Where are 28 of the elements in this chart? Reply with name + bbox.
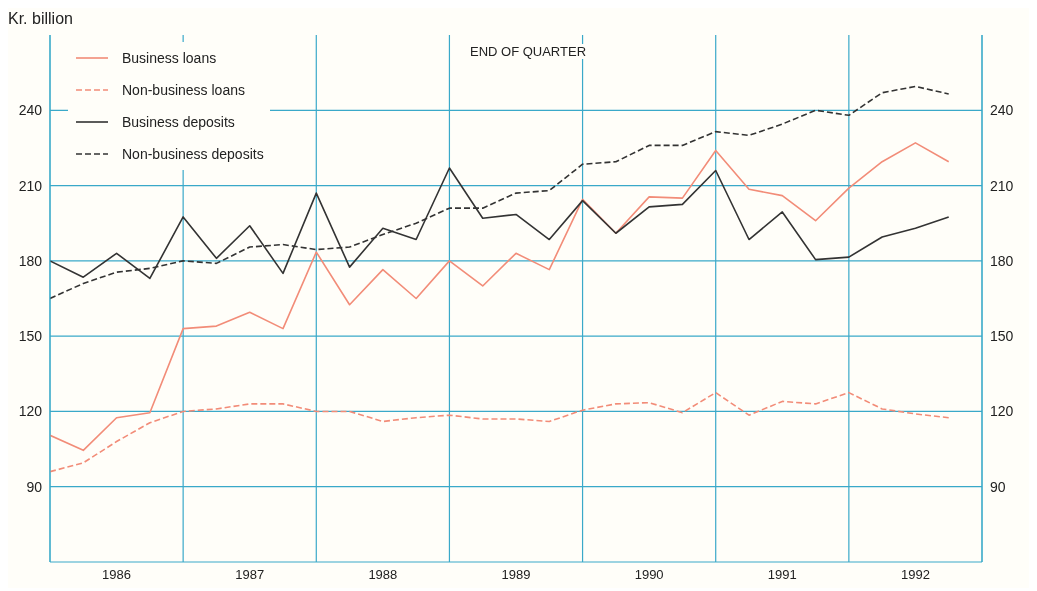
- y2-tick-label: 240: [990, 102, 1014, 119]
- line-series: [50, 391, 950, 473]
- y2-tick-label: 210: [990, 177, 1014, 194]
- y2-tick-label: 90: [990, 478, 1006, 495]
- y-tick-label: 240: [18, 102, 43, 119]
- legend-label: Non-business loans: [122, 82, 245, 98]
- y2-tick-label: 180: [990, 252, 1014, 269]
- legend-label: Business loans: [122, 50, 217, 66]
- x-tick-label: 1986: [102, 567, 132, 583]
- y2-tick-label: 120: [990, 403, 1014, 420]
- x-tick-label: 1989: [501, 567, 531, 583]
- y-tick-label: 210: [18, 177, 43, 194]
- x-tick-label: 1991: [767, 567, 797, 583]
- y2-tick-label: 150: [990, 328, 1014, 345]
- y-tick-label: 150: [18, 328, 43, 345]
- y-tick-label: 120: [18, 403, 43, 420]
- legend-label: Business deposits: [122, 114, 235, 130]
- y-tick-label: 90: [26, 478, 43, 495]
- y-tick-label: 180: [18, 252, 43, 269]
- x-tick-label: 1990: [634, 567, 664, 583]
- legend-label: Non-business deposits: [122, 146, 264, 162]
- x-tick-label: 1992: [900, 567, 930, 583]
- text: END OF QUARTER: [465, 44, 591, 59]
- line-series: [50, 85, 950, 300]
- line-series: [50, 142, 950, 452]
- y-axis-title: Kr. billion: [8, 10, 73, 28]
- x-tick-label: 1988: [368, 567, 398, 583]
- x-tick-label: 1987: [235, 567, 265, 583]
